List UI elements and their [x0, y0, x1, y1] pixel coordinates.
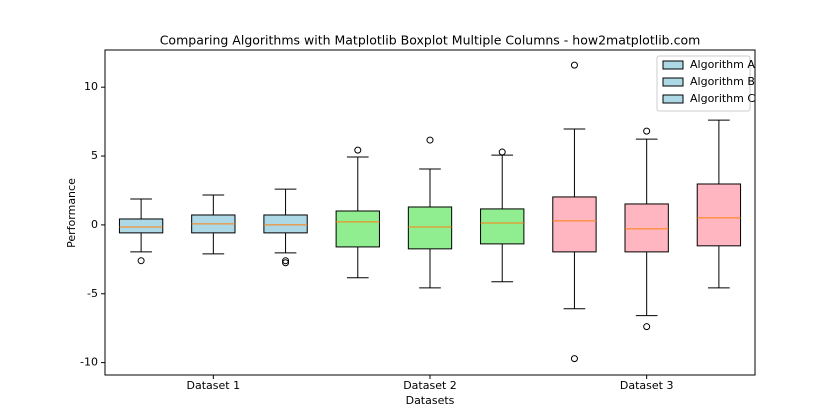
flier — [498, 148, 506, 156]
y-tick-label: 5 — [91, 149, 98, 162]
flier — [426, 136, 434, 144]
flier — [282, 257, 290, 265]
box — [335, 210, 380, 248]
legend-label: Algorithm C — [690, 92, 755, 105]
plot-frame — [104, 49, 756, 376]
box — [624, 203, 669, 253]
box — [696, 183, 742, 247]
y-tick-label: -5 — [87, 287, 98, 300]
box — [407, 206, 453, 250]
legend-label: Algorithm B — [690, 75, 755, 88]
y-tick-label: 0 — [91, 218, 98, 231]
flier — [643, 323, 651, 331]
flier — [354, 146, 362, 154]
legend-swatch — [662, 94, 684, 104]
y-tick-label: 10 — [84, 80, 98, 93]
box — [480, 208, 525, 245]
y-tick-label: -10 — [80, 356, 98, 369]
flier — [643, 127, 651, 135]
box — [118, 218, 164, 234]
x-tick-label: Dataset 1 — [187, 379, 241, 392]
legend-swatch — [662, 77, 684, 87]
chart-title: Comparing Algorithms with Matplotlib Box… — [160, 33, 701, 48]
x-axis-label: Datasets — [406, 394, 455, 407]
legend-swatch — [662, 60, 684, 70]
flier — [570, 61, 578, 69]
flier — [282, 259, 290, 267]
x-tick-label: Dataset 2 — [403, 379, 457, 392]
y-axis-label: Performance — [65, 178, 78, 248]
box — [263, 214, 308, 234]
x-tick-label: Dataset 3 — [620, 379, 674, 392]
box — [552, 196, 597, 253]
legend-label: Algorithm A — [690, 58, 755, 71]
flier — [137, 257, 145, 265]
flier — [570, 355, 578, 363]
